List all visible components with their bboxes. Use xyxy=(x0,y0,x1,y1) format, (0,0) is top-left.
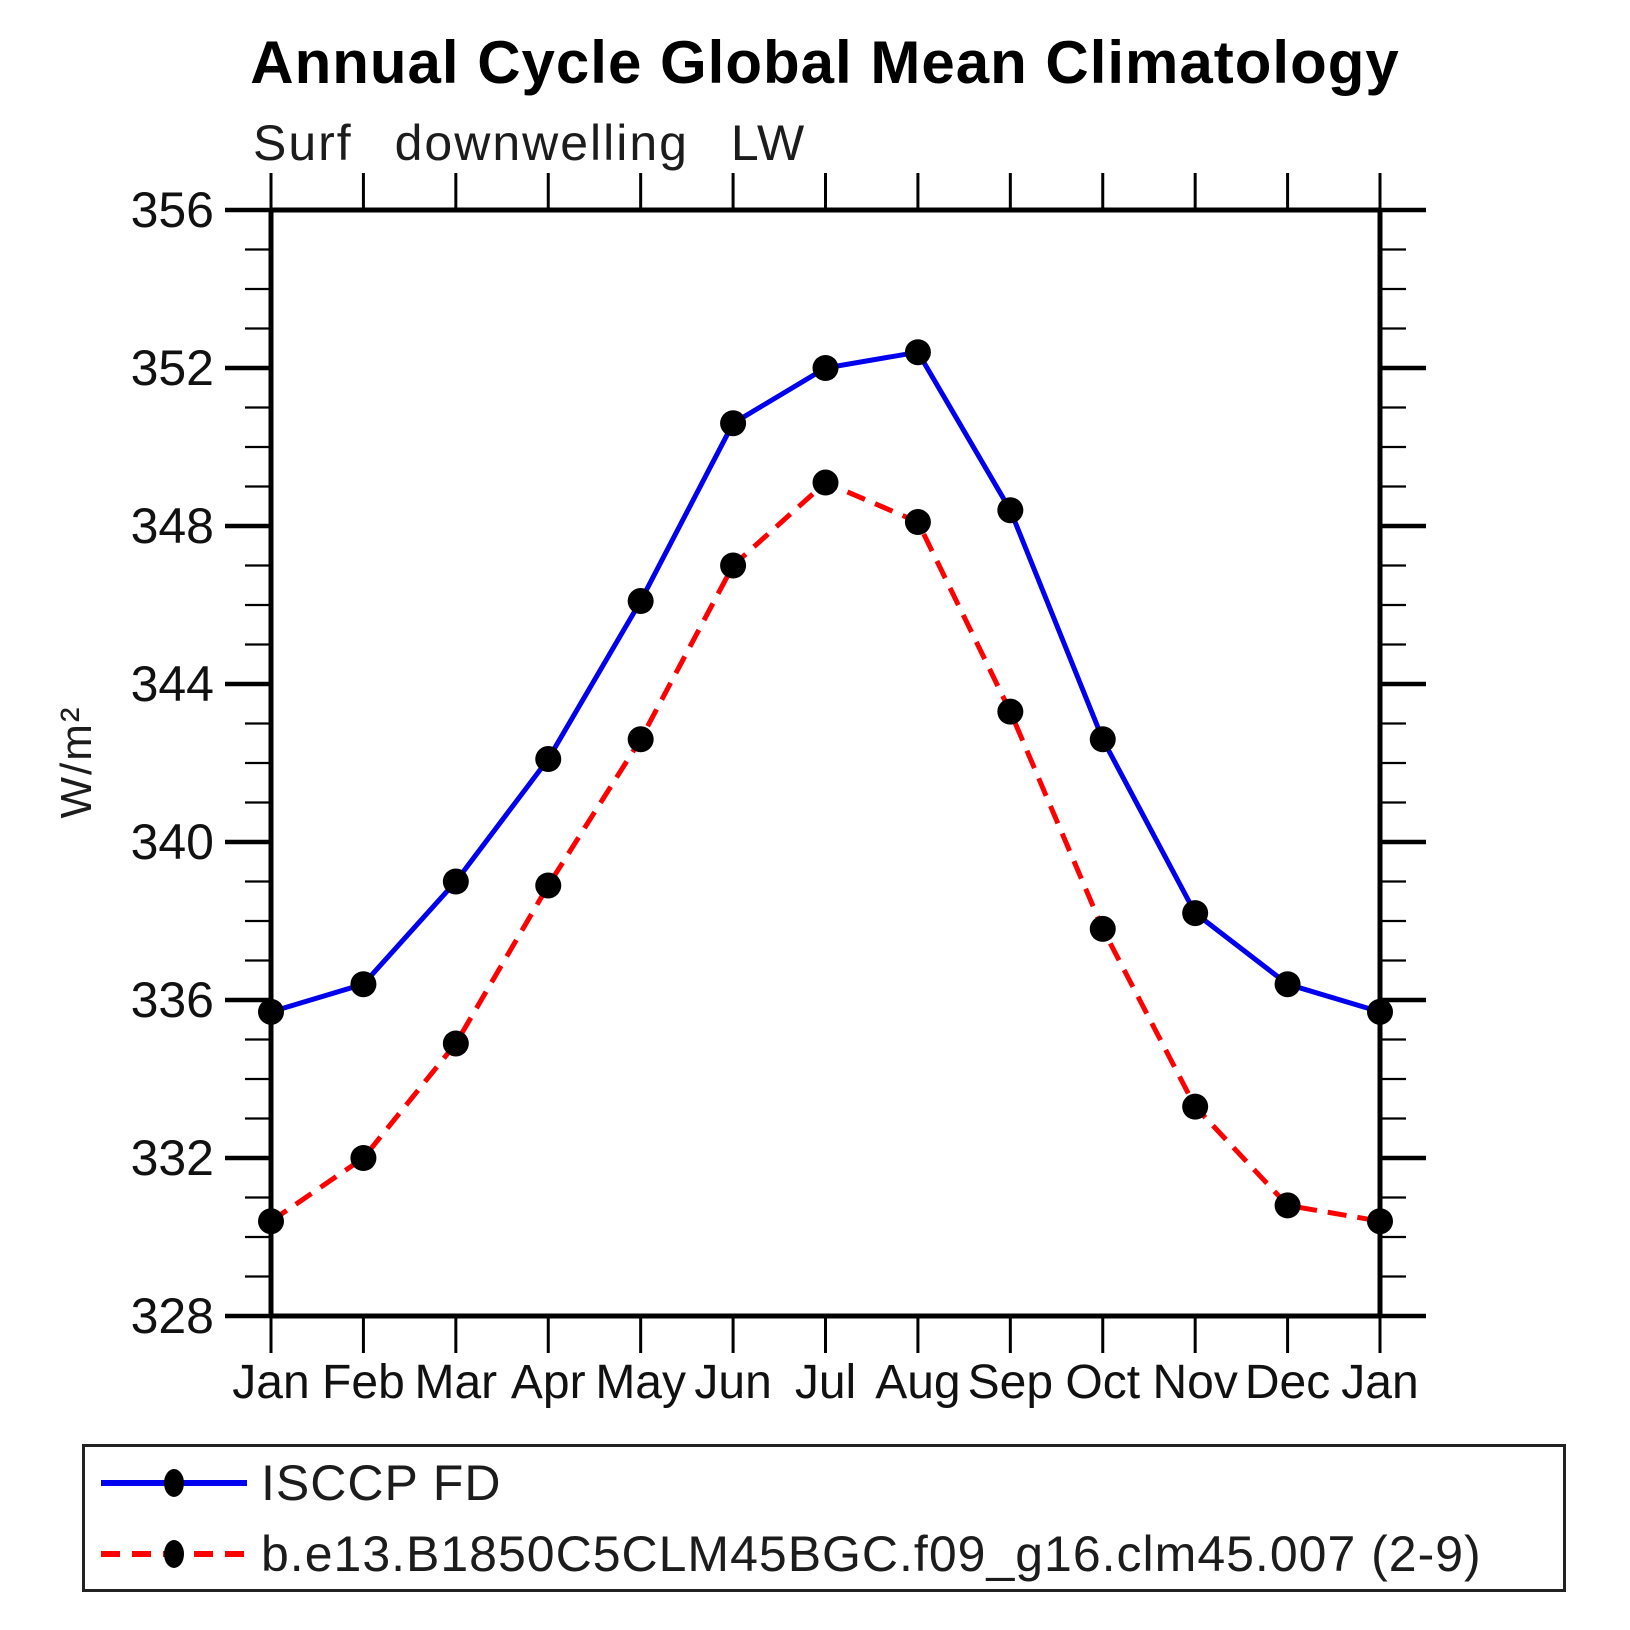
x-tick-label: Aug xyxy=(875,1356,960,1409)
y-axis-ticks xyxy=(225,207,1426,1319)
y-tick-label: 336 xyxy=(131,972,214,1028)
y-tick-label: 332 xyxy=(131,1130,214,1186)
legend-label-model: b.e13.B1850C5CLM45BGC.f09_g16.clm45.007 … xyxy=(261,1525,1482,1582)
x-tick-label: Jun xyxy=(694,1356,771,1409)
legend-row-obs: ISCCP FD xyxy=(85,1447,1563,1518)
x-tick-label: Oct xyxy=(1065,1356,1140,1409)
y-tick-label: 356 xyxy=(131,182,214,238)
y-tick-label: 344 xyxy=(131,656,214,712)
chart-title: Annual Cycle Global Mean Climatology xyxy=(250,29,1400,96)
y-tick-label: 348 xyxy=(131,498,214,554)
y-tick-label: 340 xyxy=(131,814,214,870)
data-point xyxy=(997,698,1024,725)
x-tick-label: Jan xyxy=(1341,1356,1418,1409)
y-tick-label: 352 xyxy=(131,340,214,396)
x-axis-ticks xyxy=(269,173,1382,1353)
series-obs xyxy=(258,339,1393,1025)
data-point xyxy=(442,1030,469,1057)
data-point xyxy=(1367,998,1393,1025)
x-tick-label: Nov xyxy=(1152,1356,1237,1409)
data-point xyxy=(1274,971,1301,998)
data-point xyxy=(627,726,654,753)
legend-label-obs: ISCCP FD xyxy=(261,1454,502,1511)
data-point xyxy=(442,868,469,895)
x-tick-label: Jan xyxy=(232,1356,309,1409)
data-point xyxy=(904,339,931,366)
data-point xyxy=(720,410,747,437)
data-point xyxy=(997,497,1024,524)
series-line xyxy=(269,479,1381,1224)
data-point xyxy=(904,509,931,536)
x-tick-label: Jul xyxy=(795,1356,856,1409)
series-model xyxy=(258,469,1393,1235)
data-point xyxy=(535,746,562,773)
data-point xyxy=(535,872,562,899)
legend-sample-solid-line-icon xyxy=(101,1468,247,1497)
data-point xyxy=(258,998,284,1025)
data-point xyxy=(1182,1093,1209,1120)
x-tick-label: Feb xyxy=(322,1356,405,1409)
x-tick-label: Dec xyxy=(1245,1356,1330,1409)
data-point xyxy=(627,588,654,615)
y-tick-label: 328 xyxy=(131,1288,214,1344)
x-tick-label: May xyxy=(595,1356,686,1409)
legend-sample-dashed-line-icon xyxy=(101,1539,247,1568)
data-point xyxy=(720,552,747,579)
data-point xyxy=(258,1208,284,1235)
data-point xyxy=(1274,1192,1301,1219)
legend: ISCCP FD b.e13.B1850C5CLM45BGC.f09_g16.c… xyxy=(82,1444,1566,1592)
data-point xyxy=(1182,900,1209,927)
data-point xyxy=(1089,915,1116,942)
chart-subtitle: Surf downwelling LW xyxy=(253,115,807,171)
data-point xyxy=(350,1145,377,1171)
data-point xyxy=(350,971,377,998)
series-line xyxy=(270,349,1381,1015)
x-tick-label: Sep xyxy=(968,1356,1053,1409)
legend-row-model: b.e13.B1850C5CLM45BGC.f09_g16.clm45.007 … xyxy=(85,1518,1563,1589)
data-point xyxy=(1367,1208,1393,1235)
y-axis-labels: 328 332 336 340 344 348 352 356 xyxy=(131,182,214,1344)
data-point xyxy=(812,469,839,496)
x-tick-label: Apr xyxy=(511,1356,586,1409)
x-axis-labels: Jan Feb Mar Apr May Jun Jul Aug Sep Oct Nov Dec Jan xyxy=(232,1356,1418,1409)
data-point xyxy=(1089,726,1116,753)
data-point xyxy=(812,355,839,381)
x-tick-label: Mar xyxy=(414,1356,497,1409)
